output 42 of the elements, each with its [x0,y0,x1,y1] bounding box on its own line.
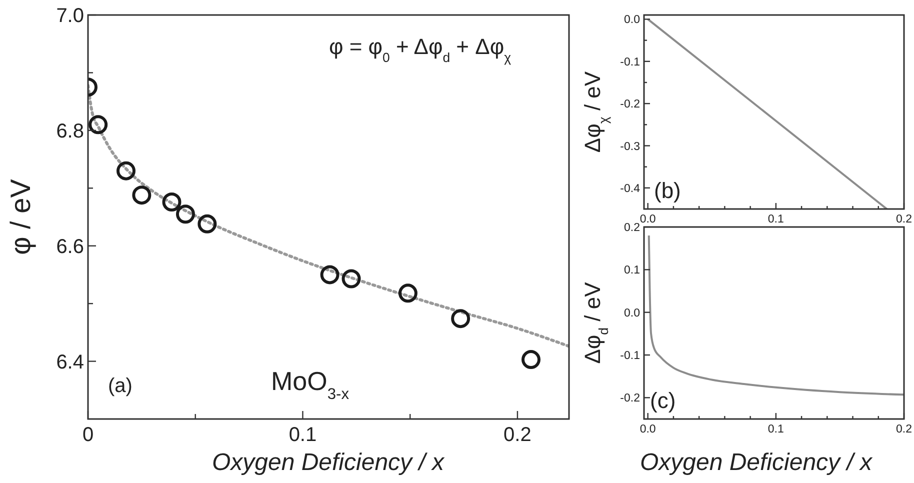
x-axis-title: Oxygen Deficiency / x [212,449,446,476]
annotation: MoO$_{3-x}$ [270,366,350,402]
x-axis-title: Oxygen Deficiency / x [640,449,874,476]
x-tick-label: 0.0 [640,214,656,226]
point [398,284,418,303]
y-tick-label: 6.4 [56,351,84,374]
annotation: (b) [654,178,681,203]
y-tick-label: 0.0 [624,14,640,26]
point [320,265,340,284]
point [176,204,195,224]
y-tick-label: -0.2 [620,392,640,405]
point [342,269,361,288]
point [116,161,136,180]
y-tick-label: -0.4 [620,182,641,195]
y-tick-label: -0.3 [620,140,640,153]
x-tick-label: 0.2 [504,424,532,446]
point [162,192,182,212]
x-tick-label: 0.1 [288,424,317,446]
y-tick-label: -0.2 [620,98,640,111]
y-tick-label: -0.1 [620,350,640,362]
point [198,214,217,234]
point [521,350,540,370]
x-tick-label: 0.0 [640,424,656,436]
y-tick-label: 6.6 [56,236,84,258]
x-tick-label: 0.2 [896,214,912,226]
y-axis-title: φ / eV [5,178,36,255]
y-tick-label: -0.1 [620,56,640,68]
y-tick-label: 0.2 [624,222,640,234]
annotation: φ = φ$_{0}$ + Δφ$_{d}$ + Δφ$_{χ}$ [328,34,512,64]
point [451,309,470,328]
point [132,186,152,205]
x-tick-label: 0.1 [768,214,784,226]
annotation: (c) [650,388,676,413]
y-tick-label: 6.8 [56,120,84,142]
x-tick-label: 0 [82,424,94,446]
x-tick-label: 0.1 [768,424,784,436]
y-tick-label: 7.0 [56,5,84,27]
x-tick-label: 0.2 [896,424,912,436]
annotation: (a) [108,375,132,397]
y-tick-label: 0.1 [624,264,640,277]
point [88,115,108,134]
y-tick-label: 0.0 [624,307,640,320]
